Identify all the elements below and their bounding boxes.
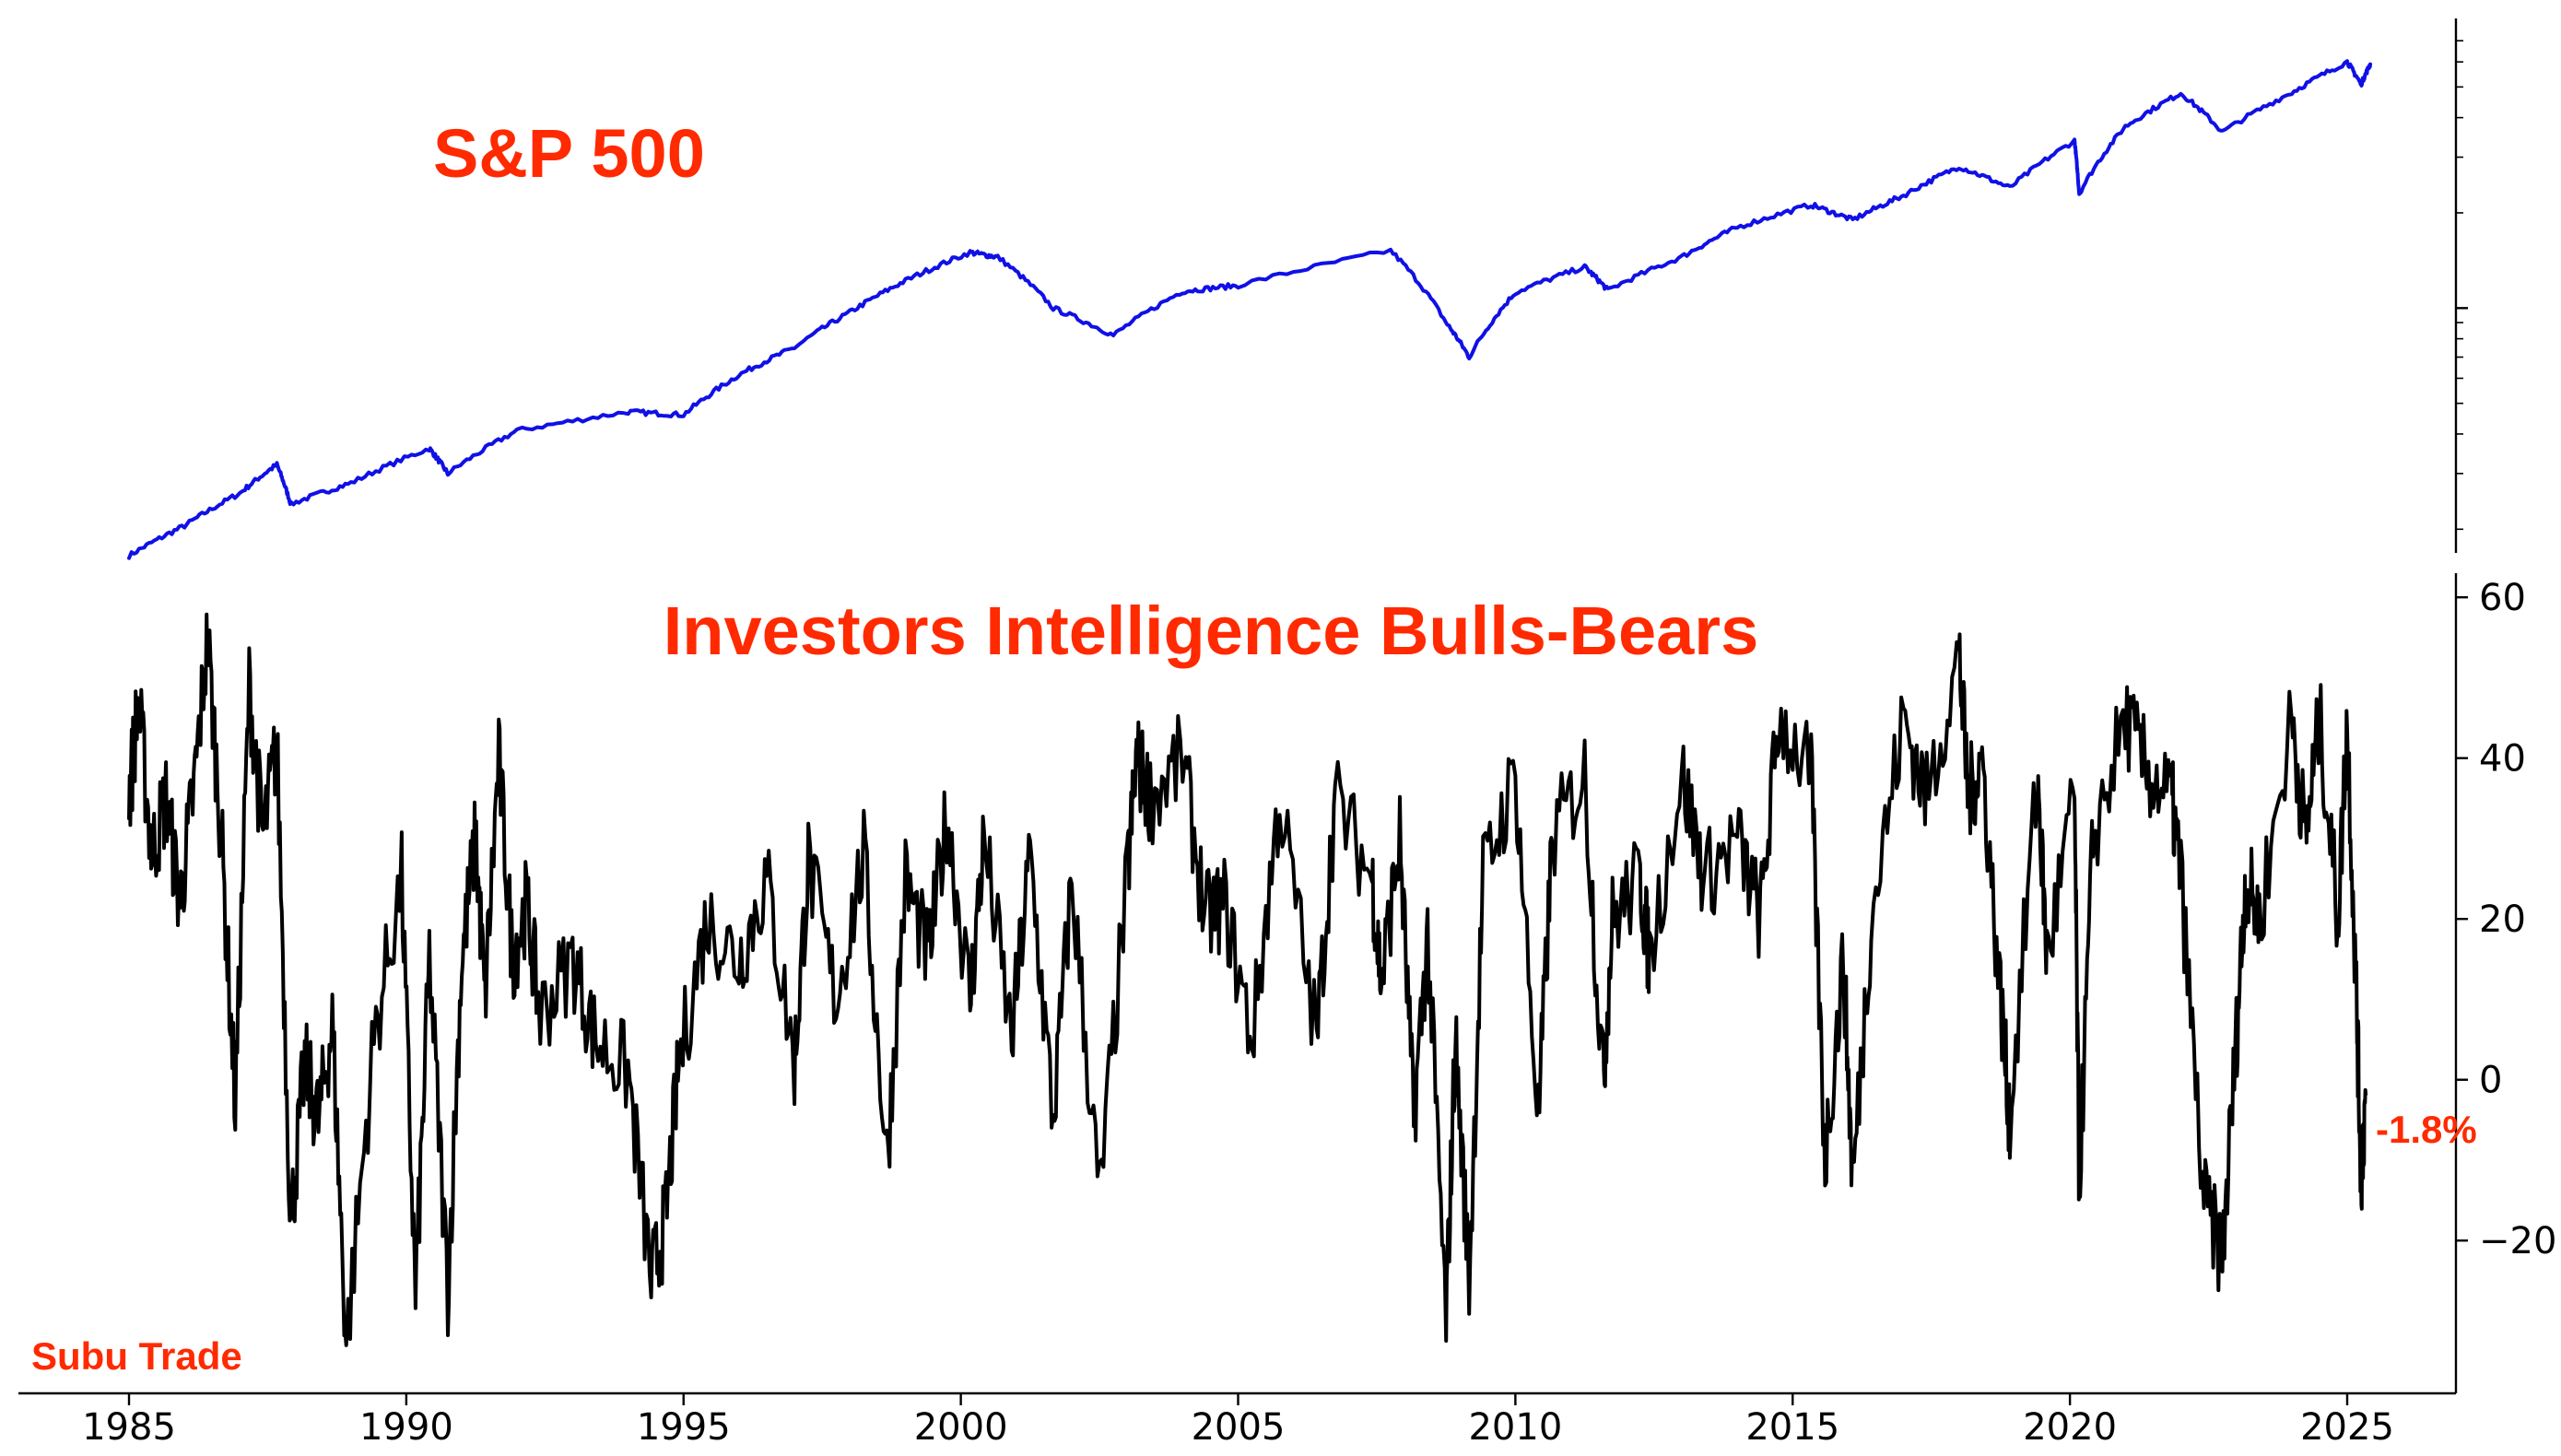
sp500-title: S&P 500: [433, 115, 705, 192]
x-tick-label: 2020: [2023, 1406, 2117, 1449]
bulls-bears-title: Investors Intelligence Bulls-Bears: [664, 593, 1759, 669]
x-tick-label: 2015: [1745, 1406, 1839, 1449]
sp500-panel: S&P 500: [127, 18, 2468, 560]
sp500-series-line: [127, 59, 2373, 560]
x-tick-label: 1985: [82, 1406, 176, 1449]
y-tick-label: −20: [2479, 1220, 2556, 1262]
bulls-bears-y-ticks: 60 40 20 0 −20: [2456, 577, 2556, 1262]
latest-value-annotation: -1.8%: [2376, 1108, 2477, 1151]
sp500-y-ticks: [2456, 40, 2468, 531]
x-tick-label: 2025: [2300, 1406, 2394, 1449]
bulls-bears-panel: 60 40 20 0 −20 1985 1990 1995 2000 2005 2010 2015 2…: [18, 573, 2556, 1449]
y-tick-label: 40: [2479, 738, 2526, 781]
x-tick-label: 2005: [1192, 1406, 1286, 1449]
bulls-bears-series-line: [127, 612, 2368, 1347]
x-axis-ticks: 1985 1990 1995 2000 2005 2010 2015 2020 2025: [82, 1393, 2394, 1449]
x-tick-label: 2010: [1468, 1406, 1562, 1449]
x-tick-label: 1995: [637, 1406, 731, 1449]
y-tick-label: 60: [2479, 577, 2526, 619]
y-tick-label: 20: [2479, 898, 2526, 941]
x-tick-label: 2000: [914, 1406, 1008, 1449]
x-tick-label: 1990: [359, 1406, 453, 1449]
y-tick-label: 0: [2479, 1060, 2502, 1102]
watermark-subu-trade: Subu Trade: [31, 1334, 242, 1378]
